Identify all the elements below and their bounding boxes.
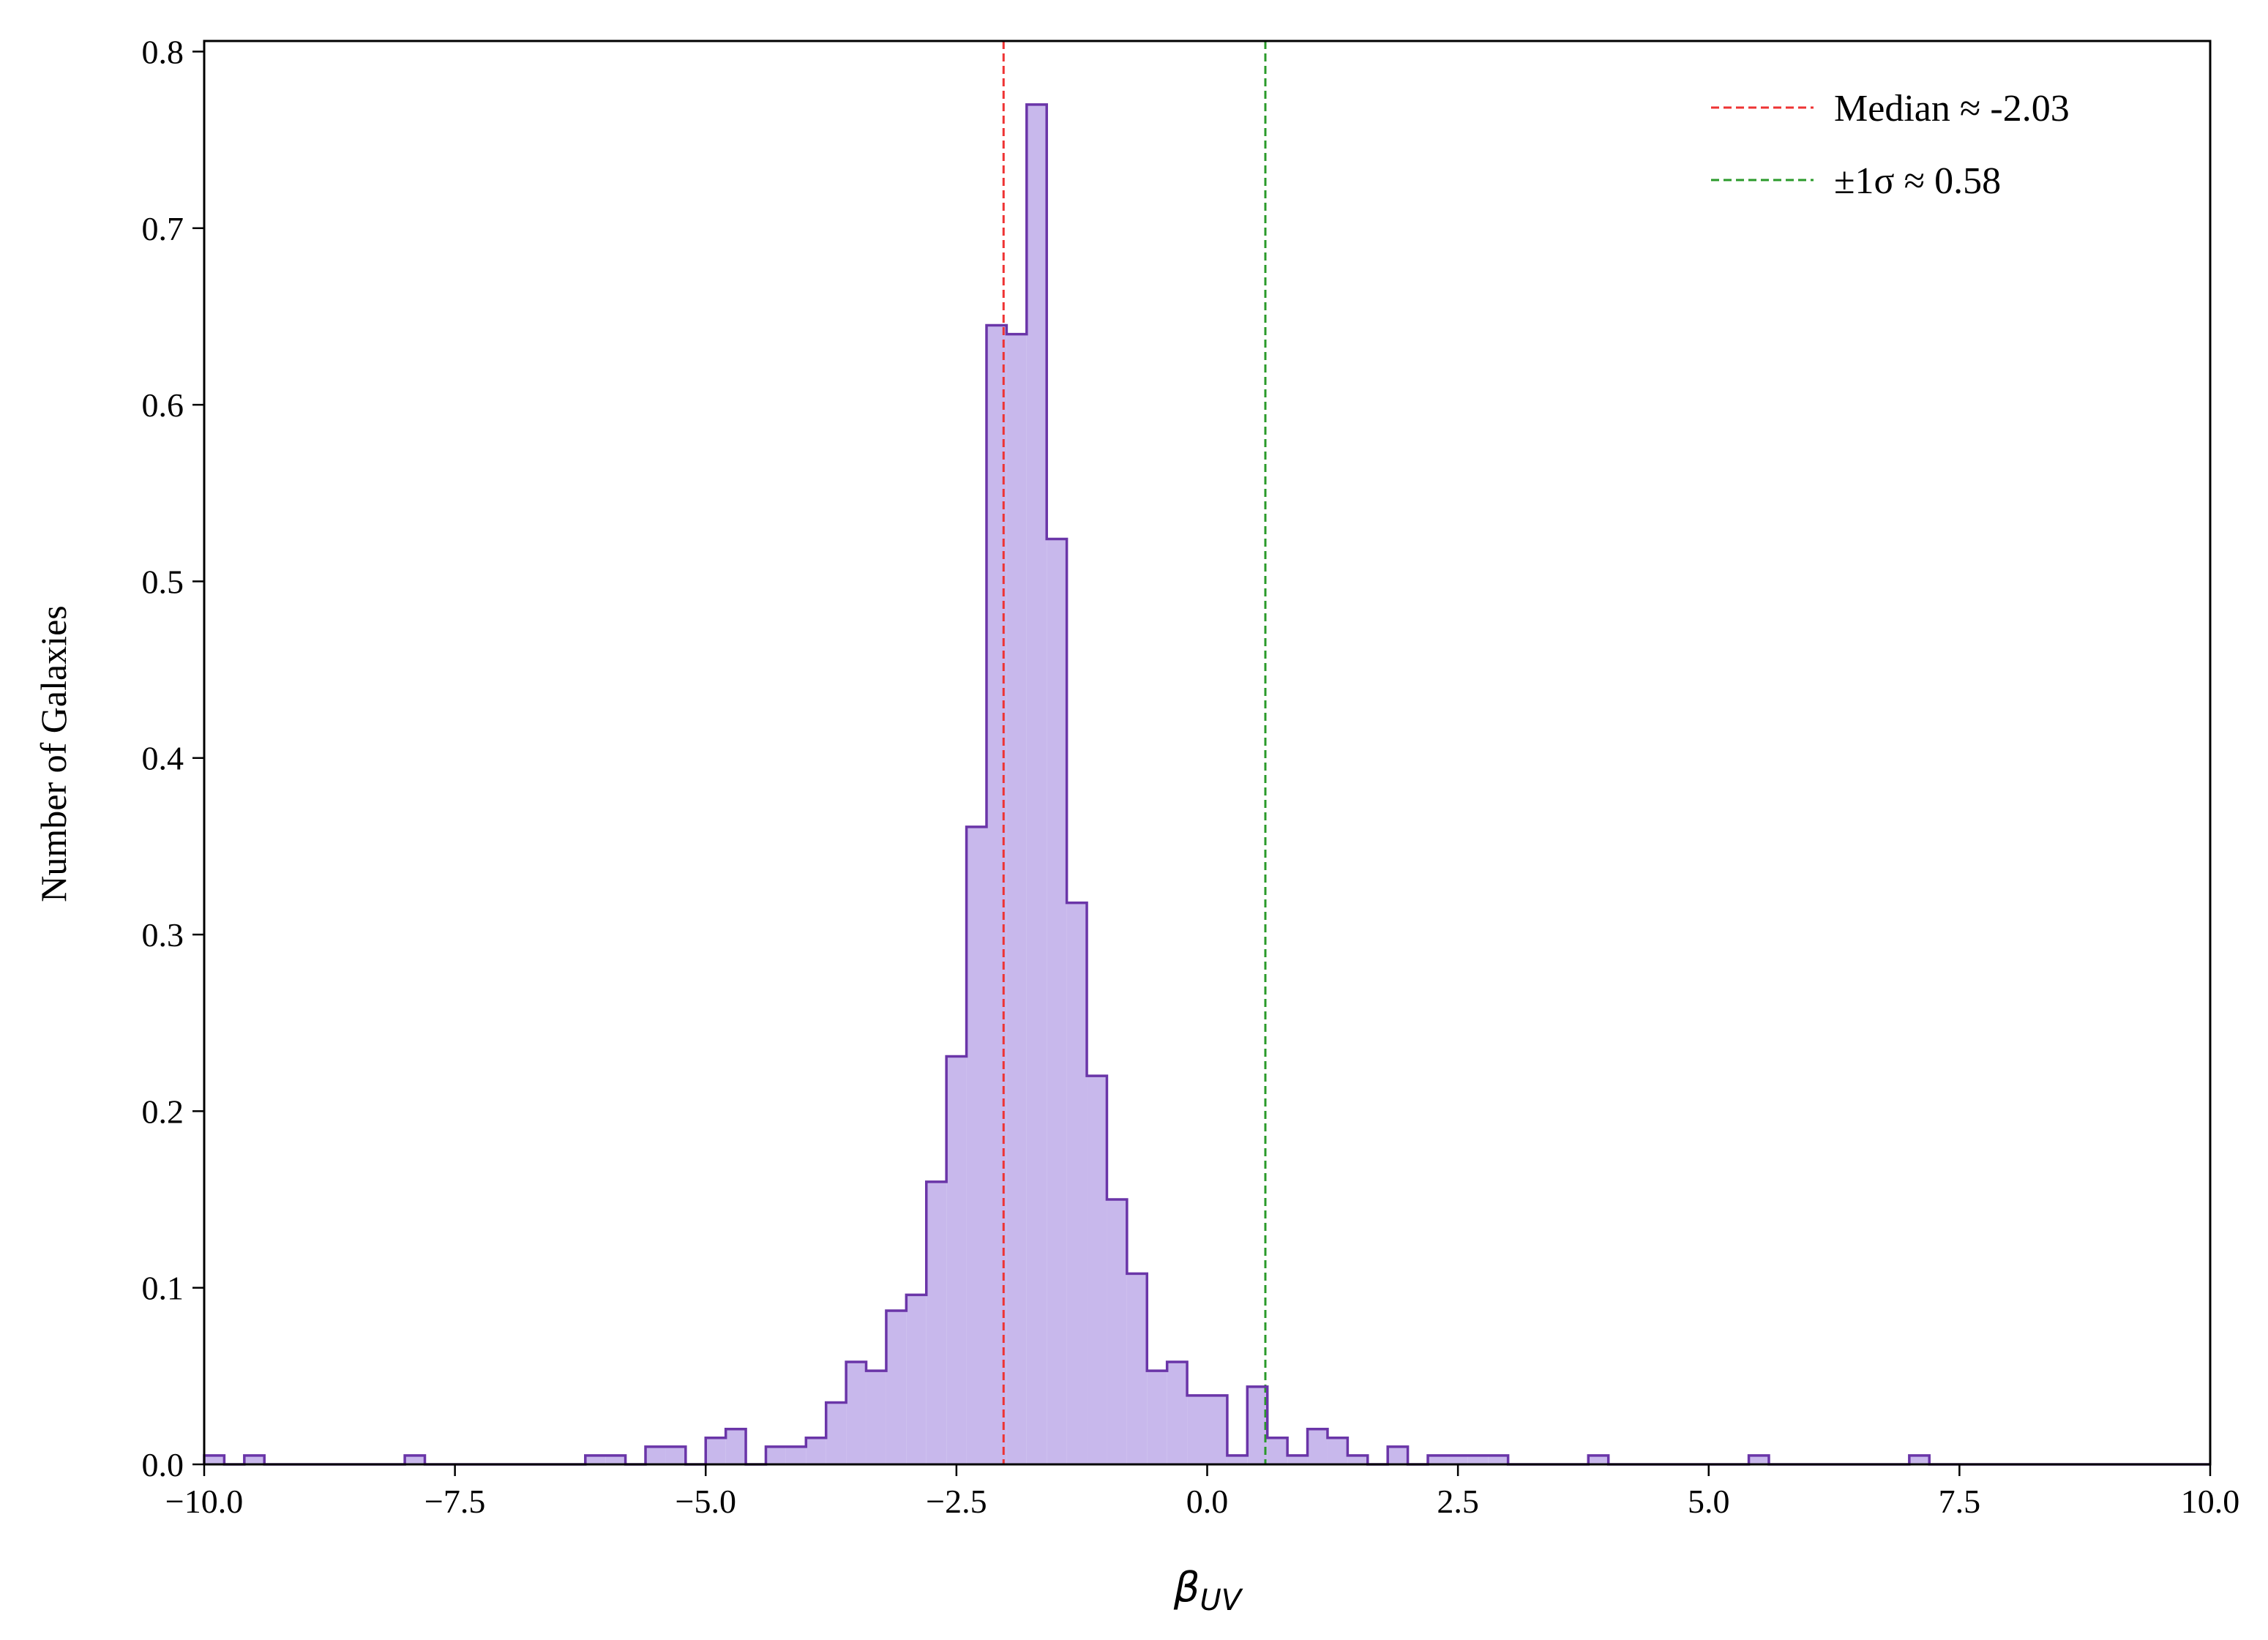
histogram-bar [1247,1386,1268,1464]
histogram-bar [244,1455,265,1464]
histogram-bar [966,826,987,1464]
histogram-bar [1467,1455,1489,1464]
histogram-bar [946,1056,967,1464]
y-tick-label: 0.7 [142,210,184,247]
histogram-bar [846,1362,867,1464]
legend-median-label: Median ≈ -2.03 [1834,88,2070,130]
histogram-bar [826,1402,847,1464]
histogram-bar [405,1455,425,1464]
histogram-bar [785,1446,806,1464]
histogram-bar [1347,1455,1368,1464]
y-axis: 0.0 0.1 0.2 0.3 0.4 0.5 0.6 0.7 0.8 [142,33,204,1483]
histogram-bar [204,1455,225,1464]
histogram-bar [706,1437,726,1464]
histogram-bar [1006,334,1027,1464]
histogram-bar [1307,1429,1328,1464]
histogram-bar [1448,1455,1468,1464]
x-tick-label: 2.5 [1437,1483,1479,1520]
histogram-bar [1147,1371,1167,1464]
histogram-outline-group [203,103,2210,1466]
histogram-bar [1087,1076,1107,1464]
histogram-bar [1126,1273,1148,1464]
x-tick-label: 5.0 [1688,1483,1730,1520]
histogram-bar [1167,1362,1188,1464]
histogram-bar [605,1455,626,1464]
x-tick-label: 10.0 [2181,1483,2240,1520]
histogram-bar [725,1429,746,1464]
x-tick-label: 7.5 [1939,1483,1981,1520]
legend-sigma-label: ±1σ ≈ 0.58 [1834,160,2001,202]
histogram-bar [1287,1455,1308,1464]
y-tick-label: 0.8 [142,33,184,70]
histogram-bar [1187,1395,1208,1464]
y-tick-label: 0.0 [142,1446,184,1483]
histogram-bar [1909,1455,1930,1464]
histogram-bar [1026,104,1047,1465]
histogram-bar [886,1311,907,1464]
y-tick-label: 0.1 [142,1270,184,1307]
x-tick-label: −2.5 [926,1483,987,1520]
histogram-bar [866,1371,886,1464]
y-tick-label: 0.2 [142,1093,184,1130]
histogram-outline [203,103,2210,1466]
vlines-group [1002,41,1267,1464]
histogram-bar [1267,1437,1288,1464]
y-tick-label: 0.4 [142,740,184,777]
x-tick-label: −7.5 [424,1483,485,1520]
y-tick-label: 0.3 [142,916,184,954]
x-axis: −10.0 −7.5 −5.0 −2.5 0.0 2.5 5.0 7.5 10.0 [165,1464,2239,1520]
histogram-bar [1107,1199,1127,1464]
histogram-bar [1388,1446,1408,1464]
y-axis-label: Number of Galaxies [33,605,74,902]
histogram-bar [906,1295,927,1464]
histogram-bar [1227,1455,1248,1464]
histogram-bar [665,1446,686,1464]
histogram-bar [645,1446,666,1464]
histogram-bar [585,1455,606,1464]
histogram-bar [1207,1395,1227,1464]
y-tick-label: 0.5 [142,563,184,600]
histogram-bar [1748,1455,1769,1464]
histogram-bar [1066,902,1088,1464]
x-tick-label: −5.0 [675,1483,736,1520]
histogram-bar [1588,1455,1609,1464]
histogram-bar [806,1437,826,1464]
x-tick-label: 0.0 [1186,1483,1229,1520]
x-tick-label: −10.0 [165,1483,243,1520]
histogram-bar [766,1446,786,1464]
histogram-bar [1327,1437,1348,1464]
x-axis-label: βUV [1173,1564,1243,1617]
y-tick-label: 0.6 [142,386,184,424]
histogram-bar [1428,1455,1448,1464]
histogram-bar [1488,1455,1508,1464]
histogram-bar [1047,539,1067,1464]
legend: Median ≈ -2.03 ±1σ ≈ 0.58 [1711,88,2070,202]
histogram-bar [926,1181,947,1464]
plot-frame [203,40,2212,1466]
